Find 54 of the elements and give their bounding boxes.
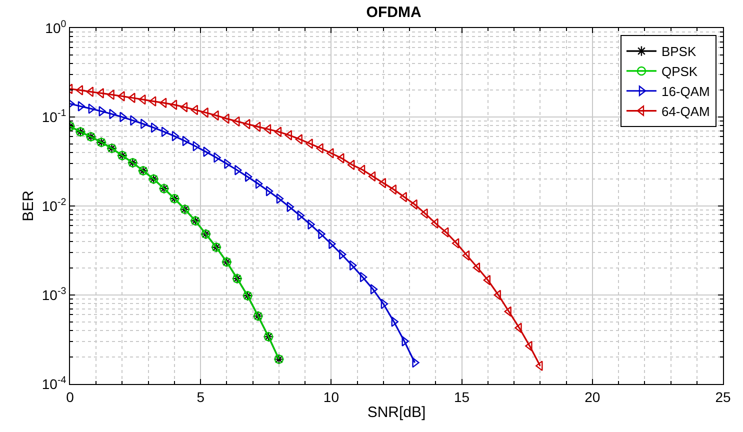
x-tick-label: 20 bbox=[584, 388, 600, 405]
point bbox=[255, 178, 263, 189]
point bbox=[274, 126, 282, 138]
point bbox=[370, 284, 378, 294]
point bbox=[170, 100, 178, 110]
point bbox=[368, 171, 376, 182]
point bbox=[161, 126, 169, 138]
point bbox=[402, 336, 409, 346]
x-tick-label: 5 bbox=[196, 388, 205, 405]
point bbox=[253, 122, 261, 132]
point bbox=[286, 202, 294, 212]
point bbox=[337, 153, 344, 164]
point bbox=[276, 193, 284, 204]
x-tick-label: 0 bbox=[66, 388, 74, 405]
point bbox=[180, 102, 188, 112]
y-tick-label: 10$^{-4}$ bbox=[42, 375, 67, 392]
point bbox=[148, 96, 156, 107]
x-tick-label: 25 bbox=[715, 388, 731, 405]
point bbox=[483, 274, 491, 286]
point bbox=[98, 106, 106, 116]
point bbox=[472, 262, 480, 273]
point bbox=[203, 146, 210, 157]
legend-label: BPSK bbox=[661, 44, 696, 60]
legend-label: 64-QAM bbox=[661, 104, 710, 119]
point bbox=[462, 250, 470, 261]
point bbox=[378, 178, 386, 188]
point bbox=[182, 136, 190, 146]
legend-label: 16-QAM bbox=[661, 84, 710, 99]
x-tick-label: 10 bbox=[323, 388, 340, 405]
point bbox=[76, 84, 84, 96]
point bbox=[78, 101, 86, 112]
x-axis-title: SNR[dB] bbox=[367, 404, 426, 421]
y-tick-label: 10$^{-1}$ bbox=[42, 108, 66, 125]
point bbox=[380, 298, 388, 310]
point bbox=[159, 98, 167, 108]
point bbox=[358, 164, 366, 176]
point bbox=[150, 122, 158, 133]
y-axis-title: BER bbox=[20, 190, 38, 222]
point bbox=[266, 186, 274, 196]
point bbox=[264, 124, 272, 134]
point bbox=[118, 91, 125, 102]
chart-title: OFDMA bbox=[366, 4, 422, 21]
y-tick-label: 10$^{0}$ bbox=[45, 19, 67, 36]
y-tick-label: 10$^{-2}$ bbox=[42, 197, 66, 214]
point bbox=[172, 130, 180, 142]
x-tick-label: 15 bbox=[454, 388, 470, 405]
legend-label: QPSK bbox=[661, 64, 698, 80]
point bbox=[284, 130, 292, 140]
point bbox=[452, 238, 460, 249]
point bbox=[96, 88, 104, 98]
point bbox=[295, 134, 302, 144]
y-tick-label: 10$^{-3}$ bbox=[42, 286, 67, 303]
point bbox=[360, 272, 368, 282]
point bbox=[245, 172, 252, 182]
